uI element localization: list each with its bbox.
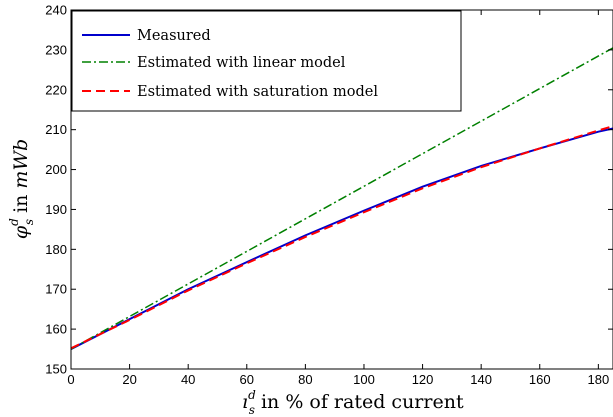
plot-frame: [70, 9, 613, 370]
y-axis-label-subscript: s: [22, 219, 36, 225]
y-tick-label: 230: [45, 42, 67, 57]
y-axis-label-symbol: φ: [10, 225, 32, 239]
y-tick-label: 170: [45, 282, 67, 297]
x-tick-label: 60: [240, 372, 254, 387]
x-tick-label: 140: [470, 372, 492, 387]
x-axis-label-symbol: ı: [242, 391, 248, 413]
y-tick-label: 210: [45, 122, 67, 137]
y-axis-label: φds in mWb: [7, 139, 36, 239]
y-tick-label: 180: [45, 242, 67, 257]
legend-label-saturation-model: Estimated with saturation model: [137, 84, 378, 100]
x-tick-label: 160: [529, 372, 551, 387]
y-axis-label-mid: in: [10, 189, 32, 219]
y-tick-label: 190: [45, 202, 67, 217]
x-tick-label: 80: [298, 372, 312, 387]
x-axis-label-superscript: d: [248, 388, 256, 402]
y-tick-label: 150: [45, 362, 67, 377]
y-tick-label: 160: [45, 322, 67, 337]
y-tick-label: 220: [45, 82, 67, 97]
series-line-linear-model: [70, 47, 613, 350]
x-tick-label: 40: [181, 372, 195, 387]
y-tick-label: 200: [45, 162, 67, 177]
legend: Measured Estimated with linear model Est…: [71, 10, 462, 112]
x-tick-label: 100: [353, 372, 375, 387]
legend-label-linear-model: Estimated with linear model: [137, 55, 346, 71]
series-line-measured: [70, 127, 613, 350]
x-tick-label: 120: [412, 372, 434, 387]
x-axis-label: ıd s in % of rated current: [242, 388, 464, 417]
y-axis-label-unit: mWb: [10, 139, 32, 189]
x-axis-label-text: in % of rated current: [255, 391, 464, 413]
y-axis-label-superscript: d: [7, 218, 21, 226]
legend-box: [71, 10, 462, 112]
x-axis-label-subscript: s: [249, 403, 255, 417]
x-tick-label: 20: [122, 372, 136, 387]
y-tick-label: 240: [45, 3, 67, 18]
x-tick-label: 0: [67, 372, 74, 387]
x-tick-label: 180: [587, 372, 609, 387]
series-line-saturation-model: [70, 125, 613, 350]
legend-label-measured: Measured: [137, 28, 211, 44]
